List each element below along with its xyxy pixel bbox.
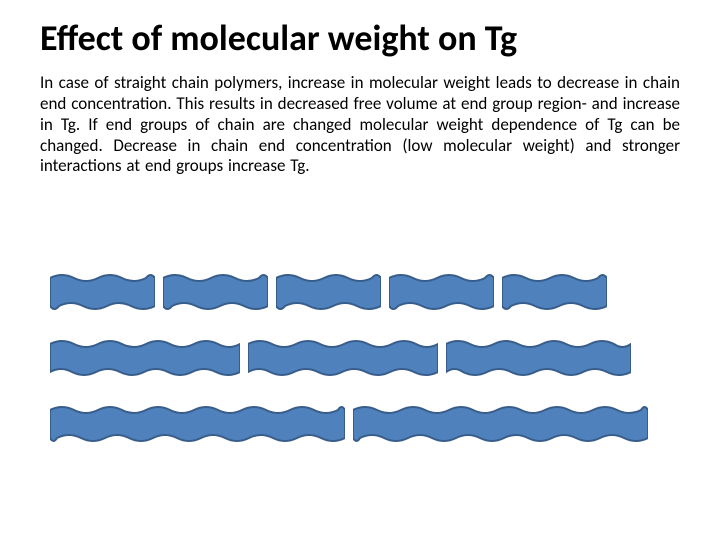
polymer-chain-diagram — [50, 270, 656, 468]
polymer-chain-segment — [248, 336, 438, 380]
polymer-chain-row — [50, 336, 639, 384]
polymer-chain-segment — [50, 402, 345, 446]
polymer-chain-segment — [163, 270, 268, 314]
polymer-chain-segment — [276, 270, 381, 314]
polymer-chain-row — [50, 270, 615, 318]
polymer-chain-segment — [502, 270, 607, 314]
slide: Effect of molecular weight on Tg In case… — [0, 0, 720, 540]
polymer-chain-segment — [353, 402, 648, 446]
slide-body-text: In case of straight chain polymers, incr… — [40, 73, 680, 177]
polymer-chain-segment — [389, 270, 494, 314]
polymer-chain-row — [50, 402, 656, 450]
polymer-chain-segment — [446, 336, 631, 380]
slide-title: Effect of molecular weight on Tg — [40, 18, 680, 59]
polymer-chain-segment — [50, 336, 240, 380]
polymer-chain-segment — [50, 270, 155, 314]
